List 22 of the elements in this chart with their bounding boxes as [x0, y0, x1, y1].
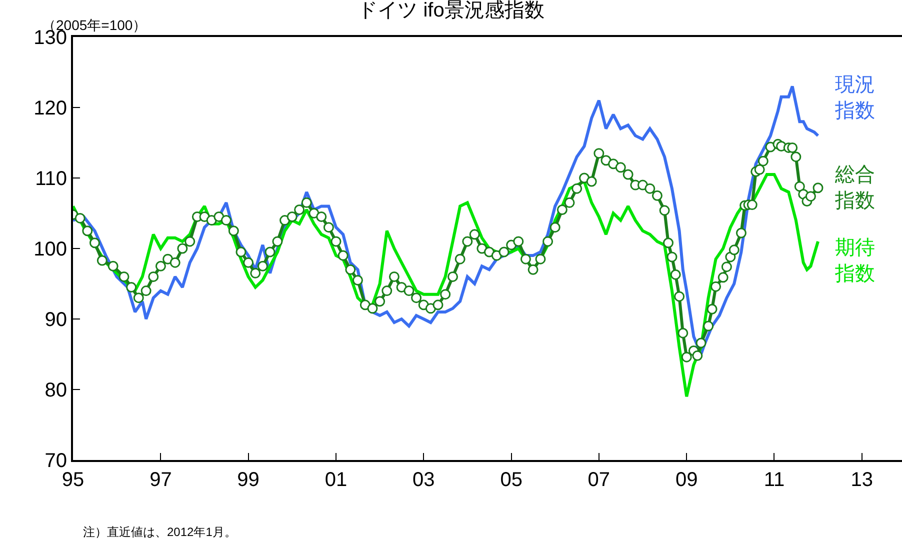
series-label: 総合指数 — [834, 164, 875, 212]
x-tick-label: 07 — [588, 469, 610, 491]
line-series — [73, 172, 820, 398]
y-tick-label: 80 — [44, 380, 67, 402]
x-tick-label: 99 — [237, 469, 260, 491]
y-tick-label: 70 — [44, 450, 67, 472]
chart-title: ドイツ ifo景況感指数 — [358, 0, 544, 22]
x-tick-label: 05 — [500, 469, 522, 491]
x-tick-label: 95 — [62, 469, 84, 491]
y-tick-label: 100 — [34, 238, 67, 260]
x-tick-label: 09 — [675, 469, 698, 491]
x-tick-label: 01 — [324, 469, 348, 491]
y-tick-label: 120 — [34, 98, 67, 120]
x-tick-label: 03 — [412, 469, 435, 491]
text: 注）直近値は、2012年1月。 — [83, 525, 236, 539]
series-label: 現況指数 — [834, 74, 875, 122]
series-label: 期待指数 — [834, 237, 875, 285]
y-tick-label: 90 — [44, 309, 67, 331]
x-tick-label: 13 — [850, 469, 874, 491]
y-tick-label: 110 — [35, 168, 67, 190]
x-tick-label: 97 — [150, 469, 172, 491]
x-tick-label: 11 — [764, 469, 785, 491]
